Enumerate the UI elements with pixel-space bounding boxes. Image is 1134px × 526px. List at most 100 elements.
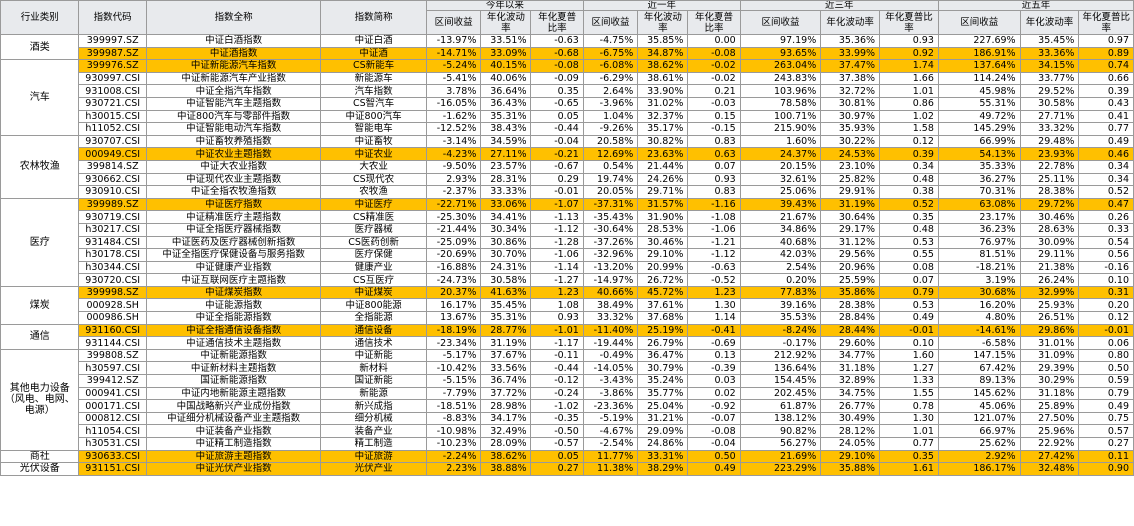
fullname-cell: 中证农业主题指数 (145, 147, 322, 161)
value-cell: 89.13% (937, 374, 1021, 388)
value-cell: 0.80 (1078, 348, 1134, 363)
shortname-cell: 通信设备 (320, 323, 427, 338)
table-row: h30597.CSI 中证新材料主题指数 新材料 -10.42% 33.56% -0.44… (1, 361, 1134, 376)
value-cell: 31.19% (480, 336, 532, 350)
value-cell: 0.57 (1078, 424, 1134, 438)
fullname-cell: 中证全指通信设备指数 (145, 323, 322, 338)
value-cell: 37.68% (637, 311, 689, 325)
value-cell: 21.44% (637, 159, 689, 174)
header-row-metrics: 区间收益 年化波动率 年化夏普比率 区间收益 年化波动率 年化夏普比率 区间收益… (1, 10, 1134, 35)
value-cell: 39.43% (739, 197, 822, 212)
value-cell: 32.37% (637, 109, 689, 124)
value-cell: 40.06% (480, 71, 532, 86)
value-cell: 29.56% (820, 248, 881, 262)
shortname-cell: 精工制造 (320, 437, 427, 451)
value-cell: 0.93 (530, 311, 584, 325)
header-shortname: 指数简称 (320, 0, 427, 35)
value-cell: 24.26% (637, 172, 689, 187)
value-cell: 30.64% (820, 210, 881, 224)
value-cell: 38.62% (637, 59, 689, 73)
shortname-cell: 中证白酒 (320, 34, 427, 48)
value-cell: 28.84% (820, 311, 881, 325)
table-row: h30344.CSI 中证健康产业指数 健康产业 -16.88% 24.31% -1.14… (1, 260, 1134, 275)
value-cell: 31.57% (637, 197, 689, 212)
value-cell: 31.09% (1019, 348, 1080, 363)
value-cell: 31.18% (820, 361, 881, 376)
table-row: 000986.SH 中证全指能源指数 全指能源 13.67% 35.31% 0.93 33.… (1, 311, 1134, 325)
value-cell: 24.05% (820, 437, 881, 451)
value-cell: 81.51% (937, 248, 1021, 262)
value-cell: 28.38% (1019, 185, 1080, 199)
code-cell: h30178.CSI (78, 248, 147, 262)
value-cell: 0.10 (1078, 273, 1134, 287)
header-return: 区间收益 (937, 10, 1021, 35)
value-cell: -24.73% (425, 273, 482, 287)
value-cell: -9.26% (582, 122, 639, 136)
value-cell: 33.77% (1019, 71, 1080, 86)
value-cell: -10.42% (425, 361, 482, 376)
value-cell: 0.54 (1078, 235, 1134, 250)
value-cell: 37.47% (820, 59, 881, 73)
value-cell: 23.93% (1019, 147, 1080, 161)
value-cell: 0.89 (1078, 46, 1134, 61)
fullname-cell: 中证通信技术主题指数 (145, 336, 322, 350)
fullname-cell: 中证全指医疗保健设备与服务指数 (145, 248, 322, 262)
value-cell: 0.08 (879, 260, 939, 275)
value-cell: 26.24% (1019, 273, 1080, 287)
code-cell: 399412.SZ (78, 374, 147, 388)
value-cell: 1.61 (879, 462, 939, 476)
value-cell: 0.63 (687, 147, 741, 161)
value-cell: -19.44% (582, 336, 639, 350)
value-cell: 16.17% (425, 298, 482, 313)
header-return: 区间收益 (582, 10, 639, 35)
value-cell: 66.99% (937, 134, 1021, 149)
value-cell: 28.53% (637, 222, 689, 237)
code-cell: 000812.CSI (78, 411, 147, 426)
fullname-cell: 中证健康产业指数 (145, 260, 322, 275)
value-cell: 28.09% (480, 437, 532, 451)
value-cell: 1.02 (879, 109, 939, 124)
value-cell: 1.60% (739, 134, 822, 149)
value-cell: 36.43% (480, 96, 532, 111)
value-cell: 0.59 (1078, 374, 1134, 388)
value-cell: 0.41 (1078, 109, 1134, 124)
table-row: 000171.CSI 中国战略新兴产业成份指数 新兴成指 -18.51% 28.98% -… (1, 399, 1134, 413)
value-cell: 30.49% (820, 411, 881, 426)
value-cell: 1.66 (879, 71, 939, 86)
value-cell: 0.50 (1078, 361, 1134, 376)
value-cell: 2.92% (937, 449, 1021, 464)
value-cell: -0.02 (687, 59, 741, 73)
category-cell: 汽车 (0, 59, 80, 136)
shortname-cell: 中证800汽车 (320, 109, 427, 124)
value-cell: 16.20% (937, 298, 1021, 313)
value-cell: 77.83% (739, 285, 822, 300)
value-cell: 38.29% (637, 462, 689, 476)
value-cell: 33.06% (480, 197, 532, 212)
fullname-cell: 中证新能源汽车指数 (145, 59, 322, 73)
value-cell: 35.33% (937, 159, 1021, 174)
value-cell: 1.08 (530, 298, 584, 313)
table-row: 930910.CSI 中证全指农牧渔指数 农牧渔 -2.37% 33.33% -0.01 2… (1, 185, 1134, 199)
table-row: 399412.SZ 国证新能源指数 国证新能 -5.15% 36.74% -0.12 -3.… (1, 374, 1134, 388)
value-cell: 33.09% (480, 46, 532, 61)
table-row: 931484.CSI 中证医药及医疗器械创新指数 CS医药创新 -25.09% 30.8… (1, 235, 1134, 250)
value-cell: 11.77% (582, 449, 639, 464)
value-cell: 12.69% (582, 147, 639, 161)
value-cell: -13.97% (425, 34, 482, 48)
value-cell: 0.12 (879, 134, 939, 149)
value-cell: 0.34 (1078, 172, 1134, 187)
value-cell: -9.50% (425, 159, 482, 174)
table-row: 931008.CSI 中证全指汽车指数 汽车指数 3.78% 36.64% 0.35 2.6… (1, 84, 1134, 98)
value-cell: 32.49% (480, 424, 532, 438)
value-cell: 0.52 (1078, 185, 1134, 199)
value-cell: -0.15 (687, 122, 741, 136)
value-cell: 37.72% (480, 386, 532, 401)
value-cell: -12.52% (425, 122, 482, 136)
value-cell: 30.82% (637, 134, 689, 149)
header-period-5y: 近五年 (937, 0, 1134, 11)
header-category: 行业类别 (0, 0, 80, 35)
value-cell: 30.68% (937, 285, 1021, 300)
value-cell: -1.06 (687, 222, 741, 237)
value-cell: -3.86% (582, 386, 639, 401)
value-cell: -1.16 (687, 197, 741, 212)
